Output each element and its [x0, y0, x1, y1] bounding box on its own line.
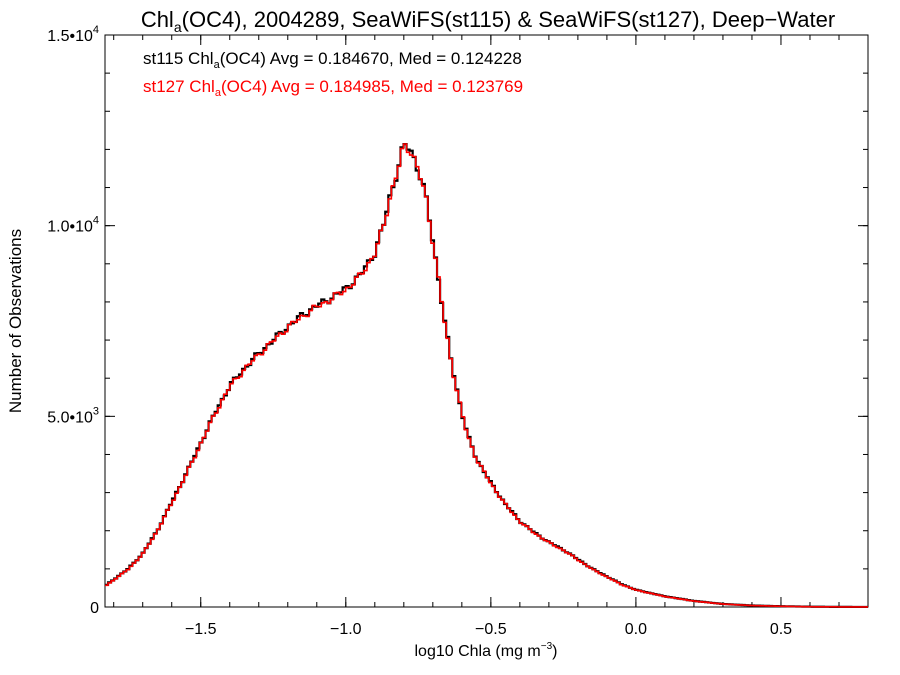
annotation-st115: st115 Chla(OC4) Avg = 0.184670, Med = 0.… [143, 49, 522, 71]
x-tick-label: −1.0 [330, 621, 362, 638]
x-axis-label-pre: log10 Chla (mg m [414, 643, 540, 660]
chart-title-pre: Chl [141, 7, 174, 32]
x-tick-label: 0.5 [770, 621, 792, 638]
annotation-st115-pre: st115 Chl [143, 49, 214, 68]
x-axis-label-post: ) [552, 643, 557, 660]
annotation-st127-pre: st127 Chl [143, 77, 215, 96]
annotation-st115-post: (OC4) Avg = 0.184670, Med = 0.124228 [220, 49, 522, 68]
annotation-st127: st127 Chla(OC4) Avg = 0.184985, Med = 0.… [143, 77, 523, 99]
y-axis-ticks: 0 5.0•103 1.0•104 1.5•104 [47, 24, 868, 617]
y-tick-label: 1.0•104 [47, 215, 99, 236]
y-tick-label: 0 [90, 600, 99, 617]
chart-title-post: (OC4), 2004289, SeaWiFS(st115) & SeaWiFS… [182, 7, 836, 32]
x-axis-ticks: −1.5 −1.0 −0.5 0.0 0.5 [113, 35, 869, 638]
plot-frame [104, 34, 869, 608]
series-st115-line [105, 143, 868, 609]
chart-title: Chla(OC4), 2004289, SeaWiFS(st115) & Sea… [141, 7, 835, 35]
y-axis-label: Number of Observations [6, 229, 25, 413]
chart-title-sub: a [174, 19, 182, 35]
annotation-st115-sub: a [214, 59, 221, 71]
x-tick-label: −0.5 [475, 621, 507, 638]
annotation-st127-post: (OC4) Avg = 0.184985, Med = 0.123769 [221, 77, 523, 96]
series-st127-line [105, 143, 868, 608]
x-tick-label: −1.5 [185, 621, 217, 638]
x-tick-label: 0.0 [625, 621, 647, 638]
y-tick-label: 5.0•103 [47, 405, 99, 426]
histogram-series [105, 143, 868, 609]
x-axis-label-sup: −3 [541, 641, 553, 652]
y-tick-label: 1.5•104 [47, 24, 99, 45]
x-axis-label: log10 Chla (mg m−3) [414, 641, 557, 660]
annotation-st127-sub: a [215, 87, 222, 99]
